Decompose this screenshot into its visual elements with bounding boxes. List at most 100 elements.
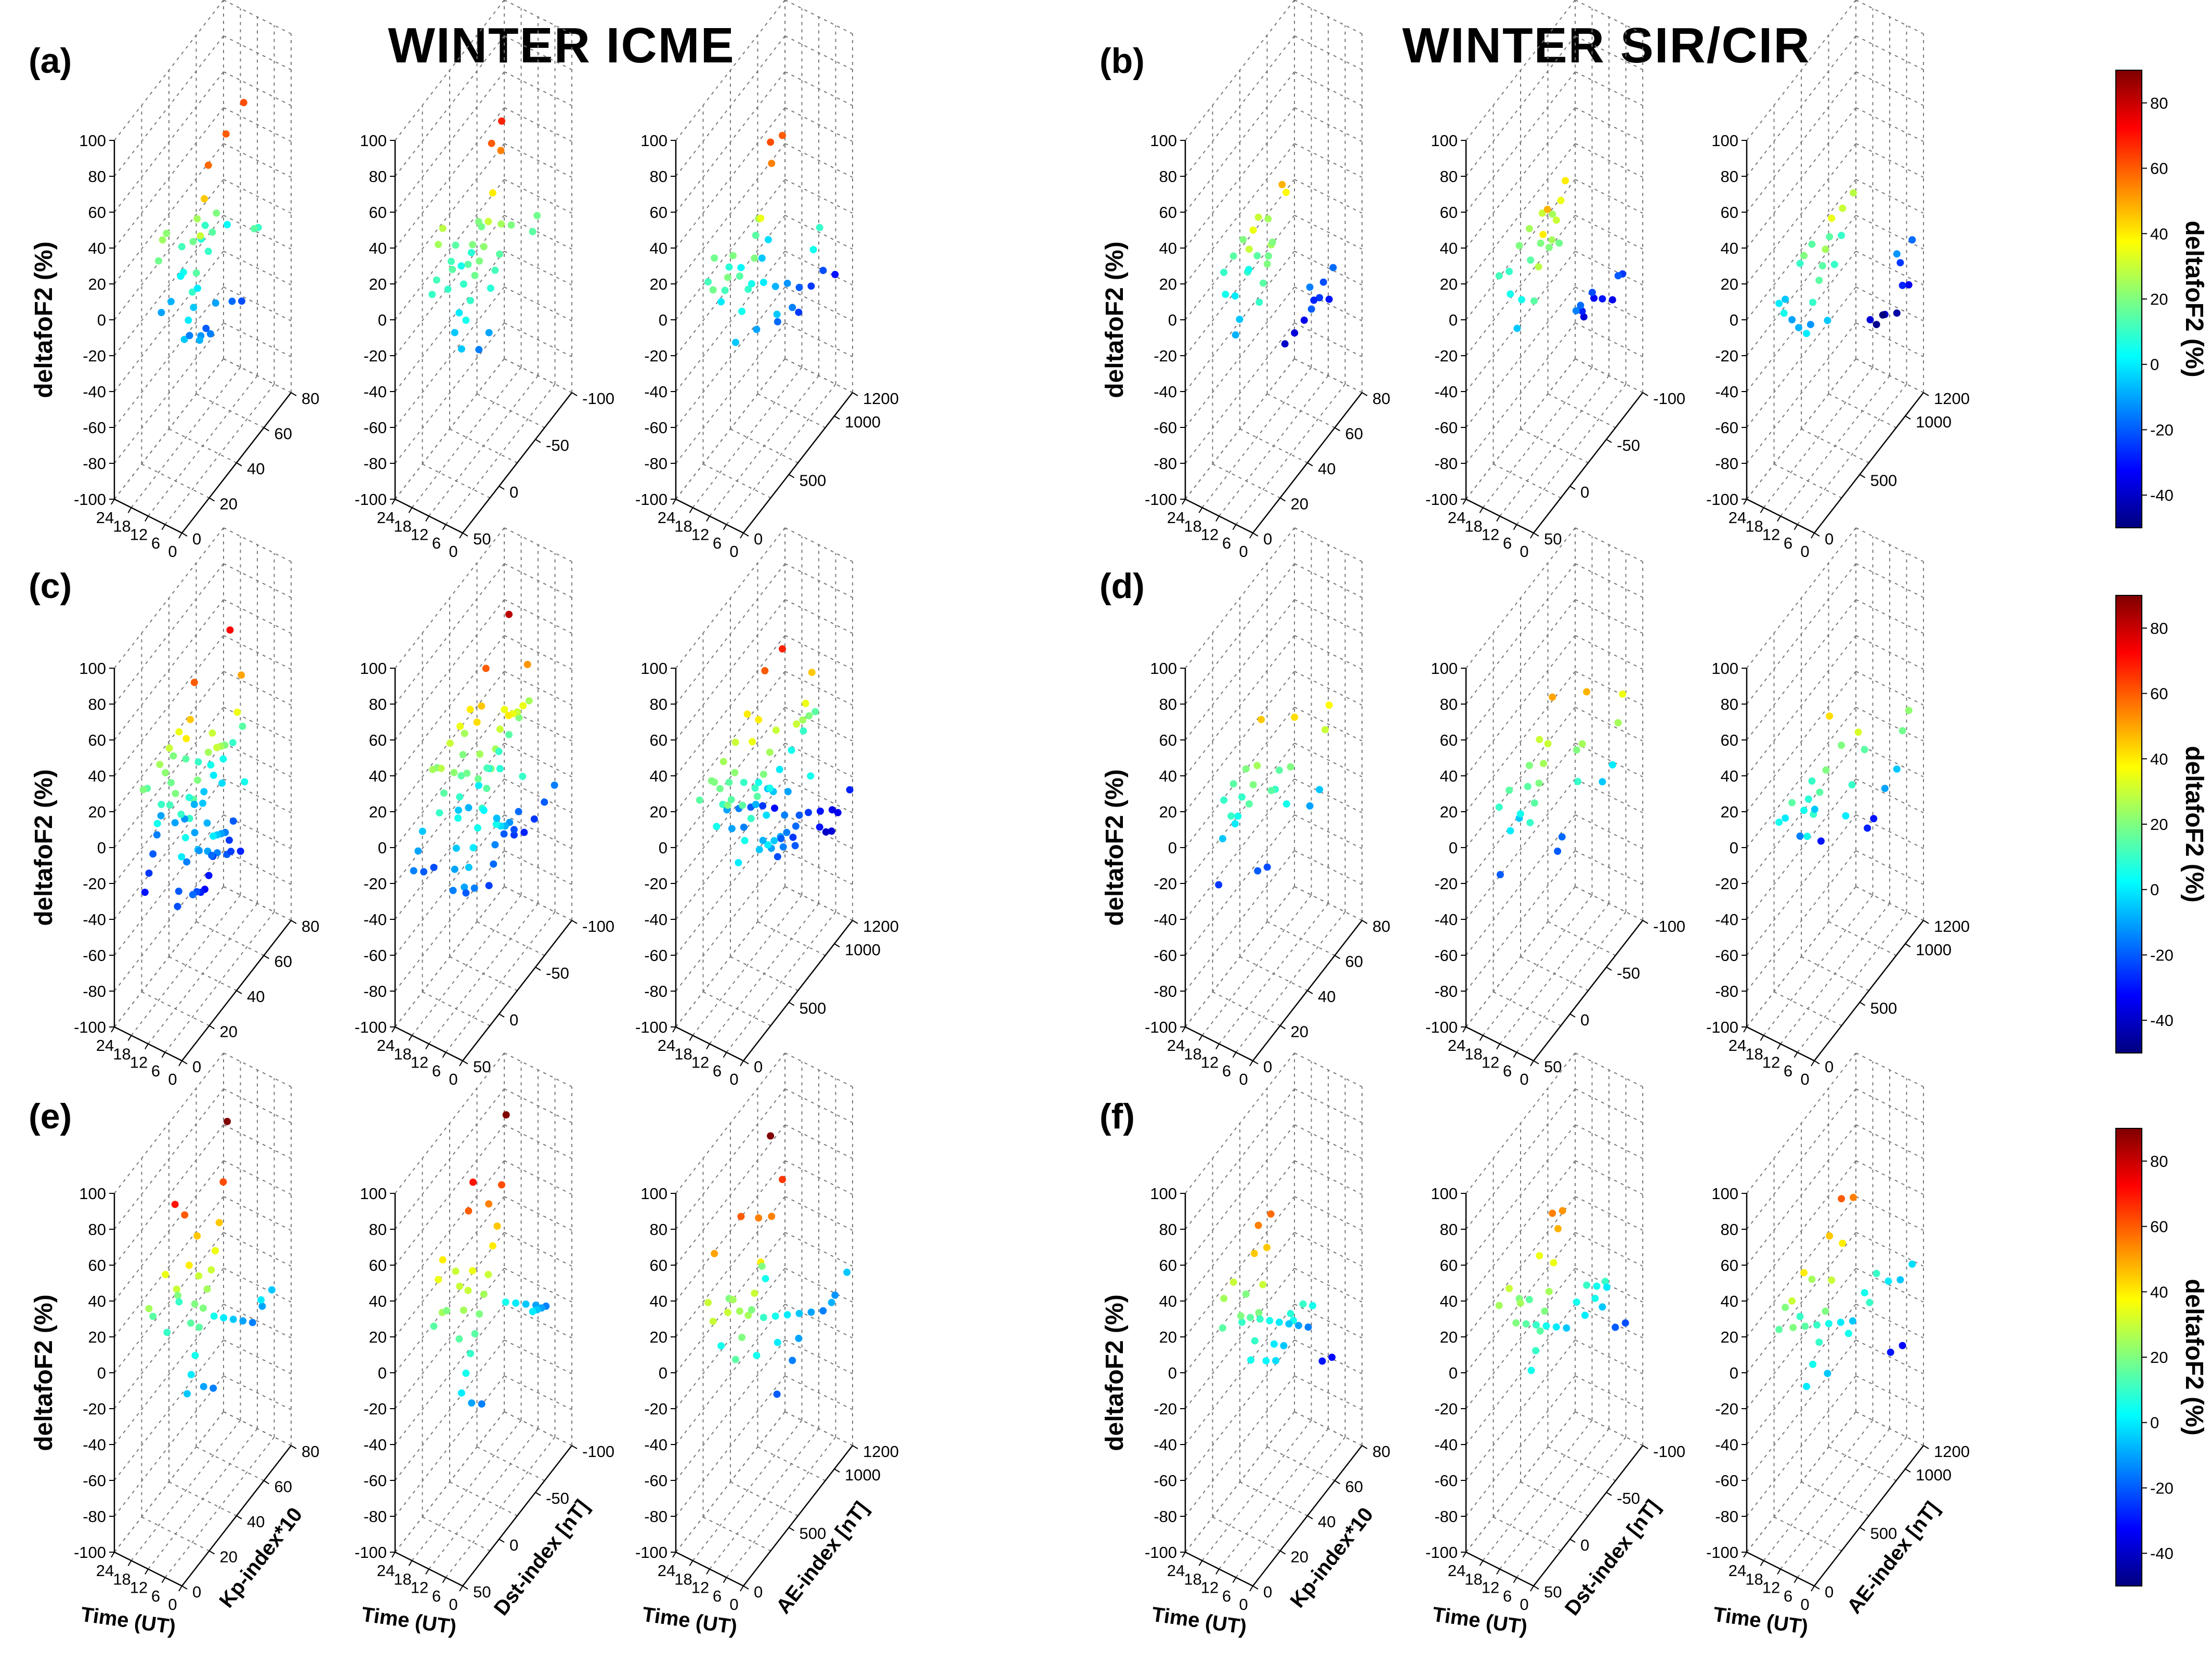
data-point	[212, 1247, 219, 1255]
data-point	[1495, 1302, 1503, 1309]
grid-line	[1855, 1088, 1924, 1123]
time-tick	[740, 532, 744, 539]
grid-line	[395, 143, 505, 284]
data-point	[462, 889, 470, 897]
grid-line	[692, 894, 803, 1036]
data-point	[779, 843, 787, 851]
time-tick	[723, 1577, 727, 1583]
index-tick	[788, 1001, 795, 1006]
grid-line	[223, 287, 292, 321]
data-point	[1232, 331, 1239, 339]
index-tick-label: 1200	[1934, 389, 1970, 408]
data-point	[208, 228, 216, 236]
index-tick-label: 0	[509, 483, 518, 501]
data-point	[195, 1323, 203, 1331]
grid-line	[1465, 1339, 1576, 1481]
index-tick	[236, 990, 242, 994]
data-point	[766, 784, 774, 792]
data-point	[443, 1307, 451, 1315]
grid-line	[1185, 1411, 1295, 1553]
z-tick-label: 40	[650, 1292, 667, 1310]
z-tick-label: -40	[644, 1436, 667, 1454]
data-point	[1526, 819, 1534, 827]
grid-line	[504, 527, 572, 562]
data-point	[1506, 268, 1513, 275]
time-tick-label: 18	[1464, 517, 1482, 535]
z-tick-label: 0	[659, 839, 667, 857]
grid-line	[223, 814, 292, 849]
grid-line	[114, 1052, 224, 1194]
data-point	[1828, 214, 1836, 222]
index-tick-label: -50	[546, 1489, 569, 1507]
data-point	[1789, 1324, 1797, 1332]
data-point	[465, 804, 473, 812]
grid-line	[1746, 1232, 1856, 1373]
z-tick-label: 100	[1711, 132, 1738, 150]
grid-line	[730, 428, 799, 463]
index-tick	[263, 1480, 270, 1485]
data-point	[1861, 746, 1868, 753]
z-tick-label: -100	[355, 490, 387, 509]
data-point	[207, 1266, 215, 1274]
index-tick	[1642, 392, 1648, 396]
data-point	[735, 859, 742, 866]
data-point	[762, 1275, 769, 1282]
data-point	[1229, 1278, 1237, 1286]
z-tick-label: -40	[1154, 383, 1177, 401]
data-point	[515, 714, 523, 722]
time-tick	[1760, 1035, 1764, 1041]
grid-line	[1185, 179, 1295, 320]
data-point	[709, 1318, 717, 1325]
grid-line	[1855, 1268, 1924, 1303]
data-point	[760, 1313, 767, 1321]
data-point	[492, 821, 500, 828]
z-tick-label: -40	[363, 1436, 387, 1454]
index-tick	[181, 1060, 188, 1064]
grid-line	[784, 71, 853, 106]
index-tick-label: 0	[1825, 1058, 1834, 1076]
index-tick	[743, 1060, 749, 1064]
grid-line	[1575, 358, 1643, 393]
data-point	[177, 810, 185, 818]
data-point	[157, 812, 165, 820]
grid-line	[1855, 215, 1924, 250]
z-tick-label: -40	[1434, 910, 1458, 929]
grid-line	[395, 1052, 505, 1194]
data-point	[239, 1317, 247, 1325]
data-point	[767, 138, 775, 146]
grid-line	[1548, 921, 1616, 956]
data-point	[551, 782, 558, 789]
data-point	[446, 739, 454, 747]
grid-line	[223, 1268, 292, 1303]
z-tick-label: -40	[1154, 910, 1177, 929]
data-point	[1588, 289, 1596, 296]
time-tick	[425, 1043, 429, 1050]
grid-line	[1185, 322, 1295, 464]
z-tick-label: -40	[644, 910, 667, 929]
data-point	[783, 279, 791, 287]
data-point	[1229, 780, 1237, 788]
grid-line	[114, 743, 224, 884]
grid-line	[504, 358, 572, 393]
grid-line	[1520, 956, 1589, 991]
data-point	[460, 280, 467, 288]
grid-line	[675, 287, 786, 428]
grid-line	[1465, 1196, 1576, 1337]
data-point	[828, 827, 835, 835]
grid-line	[504, 671, 572, 706]
data-point	[748, 280, 755, 288]
grid-line	[114, 287, 224, 428]
grid-line	[1516, 384, 1627, 525]
z-tick-label: 40	[1440, 239, 1458, 257]
index-tick-label: 1000	[845, 413, 881, 431]
z-tick-label: 100	[640, 1185, 667, 1203]
time-tick-label: 0	[168, 1595, 177, 1614]
index-tick-label: 60	[274, 425, 292, 443]
time-tick-label: 6	[1784, 1062, 1792, 1080]
grid-line	[1294, 850, 1363, 885]
data-point	[1516, 1299, 1524, 1307]
